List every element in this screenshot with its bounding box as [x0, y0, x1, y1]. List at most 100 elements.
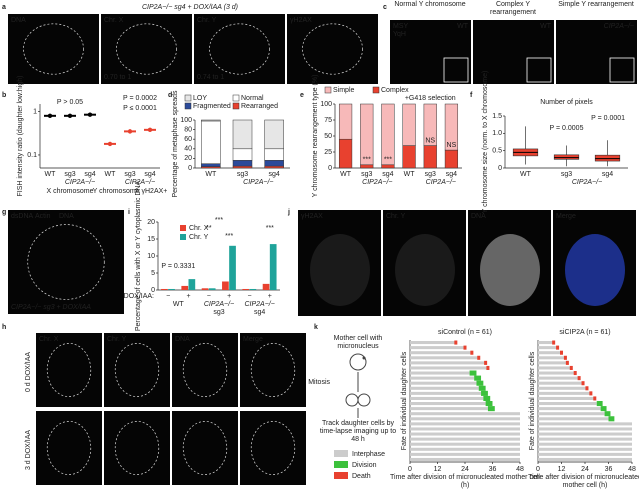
x-tick-label: − — [247, 293, 251, 300]
division-bar — [608, 416, 615, 422]
death-mark — [477, 355, 481, 360]
x-tick-label: + — [227, 293, 231, 300]
row-label: 0 d DOX/IAA — [25, 352, 32, 392]
panel-letter: f — [470, 92, 473, 99]
step-label: Track daughter cells by time-lapse imagi… — [319, 420, 397, 443]
cell — [349, 353, 367, 371]
death-mark — [573, 371, 577, 376]
significance: NS — [447, 142, 457, 149]
ratio-label: 0.70 to 1 — [104, 74, 131, 81]
x-tick-label: sg3 — [561, 171, 572, 178]
median-dot — [107, 141, 113, 147]
genotype-label: CIP2A−/− — [604, 23, 634, 30]
genotype-label: CIP2A−/− — [244, 301, 274, 308]
legend-swatch — [334, 472, 348, 479]
x-tick-label: 0 — [536, 466, 540, 473]
interphase-bar — [410, 361, 486, 365]
step-label: Mitosis — [308, 379, 330, 386]
panel-letter: j — [287, 209, 290, 216]
death-mark — [581, 381, 585, 386]
x-tick-label: sg4 — [84, 171, 95, 178]
legend-label: Division — [352, 462, 377, 469]
median-dot — [47, 113, 53, 119]
caption: CIP2A−/− sg3 + DOX/IAA — [11, 304, 91, 311]
nucleus — [565, 234, 625, 306]
cell-outline — [250, 343, 296, 397]
micrograph — [36, 333, 102, 407]
x-tick-label: WT — [45, 171, 57, 178]
cell-outline — [23, 23, 84, 75]
x-tick-label: + — [186, 293, 190, 300]
interphase-bar — [538, 452, 632, 456]
chart-title: Number of pixels — [540, 99, 593, 106]
death-mark — [470, 350, 474, 355]
bar-segment — [381, 164, 395, 169]
bar — [188, 279, 196, 290]
division-bar — [474, 375, 482, 381]
division-bar — [483, 395, 491, 401]
channel-label: Chr. Y — [386, 213, 406, 220]
y-axis-label: Percentage of metaphase spreads — [172, 90, 179, 198]
column-label: Normal Y chromosome — [394, 1, 466, 8]
y-tick-label: 5 — [151, 270, 155, 277]
cell — [345, 393, 359, 407]
micrograph — [473, 20, 554, 84]
legend-label: Rearranged — [241, 103, 278, 110]
interphase-bar — [410, 402, 486, 406]
interphase-bar — [410, 417, 520, 421]
nucleus — [395, 234, 455, 306]
division-bar — [476, 380, 484, 386]
cell-outline — [182, 421, 228, 475]
box — [553, 154, 580, 160]
x-tick-label: 48 — [516, 466, 524, 473]
cell-outline — [46, 343, 92, 397]
genotype-label: CIP2A−/− — [204, 301, 234, 308]
interphase-bar — [410, 457, 520, 461]
nucleus — [480, 234, 540, 306]
legend-swatch — [184, 94, 192, 102]
interphase-bar — [538, 457, 632, 461]
interphase-bar — [410, 412, 520, 416]
panel-letter: d — [168, 92, 172, 99]
bar-segment — [338, 138, 353, 169]
inset — [443, 57, 469, 83]
bar-segment — [264, 119, 284, 150]
bar-segment — [444, 149, 459, 169]
bar-segment — [360, 164, 374, 169]
bar-segment — [232, 165, 253, 169]
y-tick-label: 15 — [147, 236, 155, 243]
x-tick-label: sg3 — [124, 171, 135, 178]
interphase-bar — [410, 341, 456, 345]
death-mark — [484, 360, 488, 365]
bar-segment — [232, 148, 253, 161]
interphase-bar — [410, 422, 520, 426]
channel-label: γH2AX — [301, 213, 323, 220]
division-bar — [600, 406, 607, 412]
legend-label: LOY — [193, 95, 207, 102]
x-tick-label: − — [166, 293, 170, 300]
y-axis-label: Fate of individual daughter cells — [529, 351, 536, 450]
micrograph — [172, 411, 238, 485]
bar-segment — [381, 103, 395, 166]
panel-letter: g — [2, 209, 6, 216]
x-tick-label: sg4 — [382, 171, 393, 178]
bar-segment — [402, 145, 416, 169]
x-tick-label: WT — [520, 171, 532, 178]
legend-swatch — [334, 461, 348, 468]
death-mark — [569, 365, 573, 370]
channel-label: DNA — [471, 213, 486, 220]
death-mark — [560, 350, 563, 355]
death-mark — [556, 345, 560, 350]
genotype-label: WT — [457, 23, 469, 30]
bar-segment — [423, 103, 437, 146]
interphase-bar — [410, 391, 482, 395]
division-bar — [604, 411, 611, 417]
genotype-label: CIP2A−/− — [125, 179, 155, 186]
channel-label: DNA — [11, 17, 26, 24]
micrograph — [8, 210, 124, 314]
micrograph — [36, 411, 102, 485]
cell-outline — [182, 343, 228, 397]
group-label: WT — [173, 301, 185, 308]
bar — [201, 288, 209, 290]
